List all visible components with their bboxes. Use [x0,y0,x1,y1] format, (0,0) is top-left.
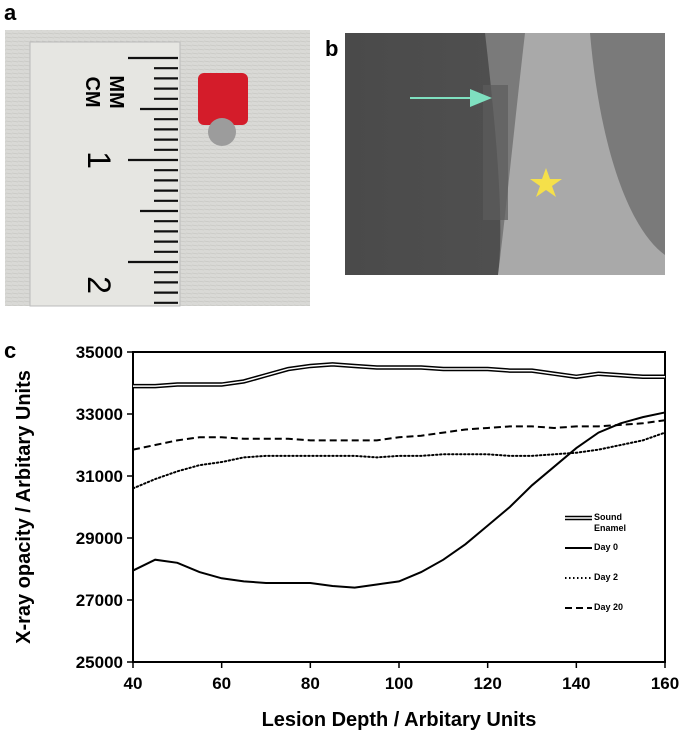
y-tick-label: 33000 [76,405,123,424]
x-tick-label: 60 [212,674,231,693]
y-tick-label: 31000 [76,467,123,486]
ruler-scale [128,56,178,304]
arrow-head [470,89,492,107]
x-tick-label: 40 [124,674,143,693]
legend-label: Day 20 [594,602,624,612]
ruler-text: 1 [81,151,117,169]
series-line [132,411,666,589]
ruler-text: MM [105,75,127,108]
legend-label: Day 2 [594,572,619,582]
panel-label: b [325,36,338,61]
y-tick-label: 27000 [76,591,123,610]
x-tick-label: 140 [562,674,590,693]
panel-label: c [4,338,16,363]
enamel [498,33,665,275]
panel-label: a [4,0,17,25]
y-tick-label: 25000 [76,653,123,672]
sample [198,73,248,125]
lesion [483,85,508,220]
star [530,168,562,197]
ruler-text: 2 [81,276,117,294]
y-tick-label: 35000 [76,343,123,362]
sample-base [208,118,236,146]
plot-frame [132,351,666,663]
x-tick-label: 160 [651,674,679,693]
legend-label: Day 0 [594,542,619,552]
ruler-text: CM [81,76,103,107]
series-line [132,431,666,490]
y-axis-label: X-ray opacity / Arbitary Units [13,370,35,644]
ruler [29,41,181,307]
series-line [132,419,666,451]
legend-label: Sound Enamel [594,512,627,533]
x-tick-label: 100 [385,674,413,693]
x-tick-label: 120 [473,674,501,693]
x-tick-label: 80 [301,674,320,693]
y-tick-label: 29000 [76,529,123,548]
series-line-inner [133,363,665,387]
chart: 25000 27000 29000 31000 33000 35000 40 60 80 100 1… [13,343,679,731]
x-axis-label: Lesion Depth / Arbitary Units [262,709,537,731]
